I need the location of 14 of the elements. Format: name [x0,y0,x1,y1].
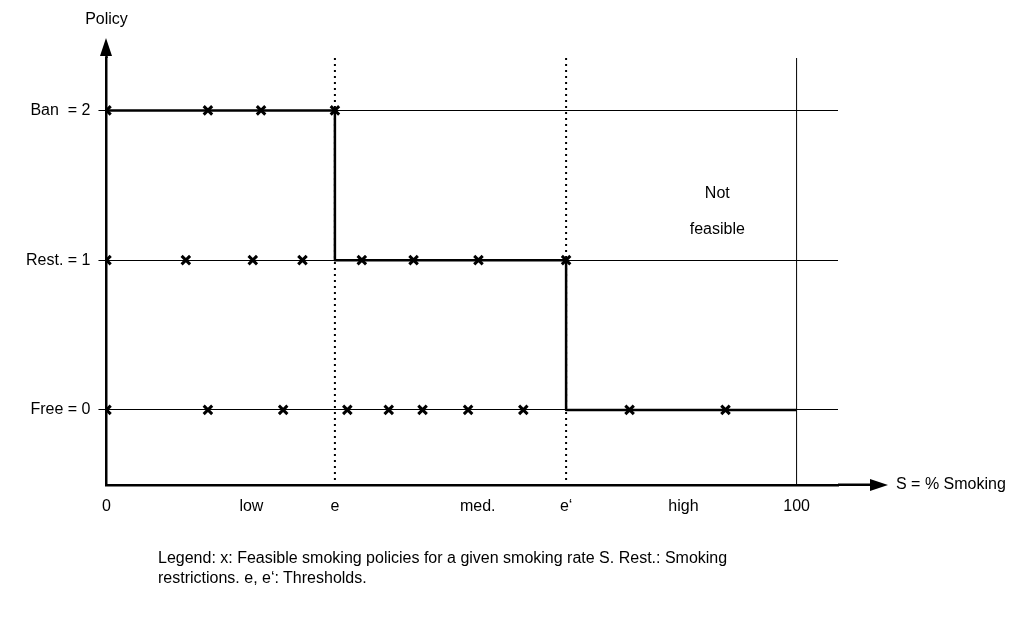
x-tick-label: low [239,496,264,514]
y-tick-label: Free = 0 [30,400,91,418]
x-tick-label: med. [459,496,496,514]
x-tick-label: e‘ [559,496,573,514]
y-tick-label: Ban = 2 [30,100,91,118]
x-tick-label: e [330,496,340,514]
y-tick-label: Rest. = 1 [25,250,91,268]
x-axis-title: S = % Smoking [896,475,1006,493]
x-tick-label: 100 [783,496,811,514]
x-tick-label: high [668,496,699,514]
annotation: Not feasible [689,184,745,238]
text: Legend: x: Feasible smoking policies for a given smoking rate S. Rest.: Smoking restrictions. e, e‘: Thresholds. [158,548,729,588]
x-tick-label: 0 [102,496,112,514]
y-axis-title: Policy [85,10,128,28]
